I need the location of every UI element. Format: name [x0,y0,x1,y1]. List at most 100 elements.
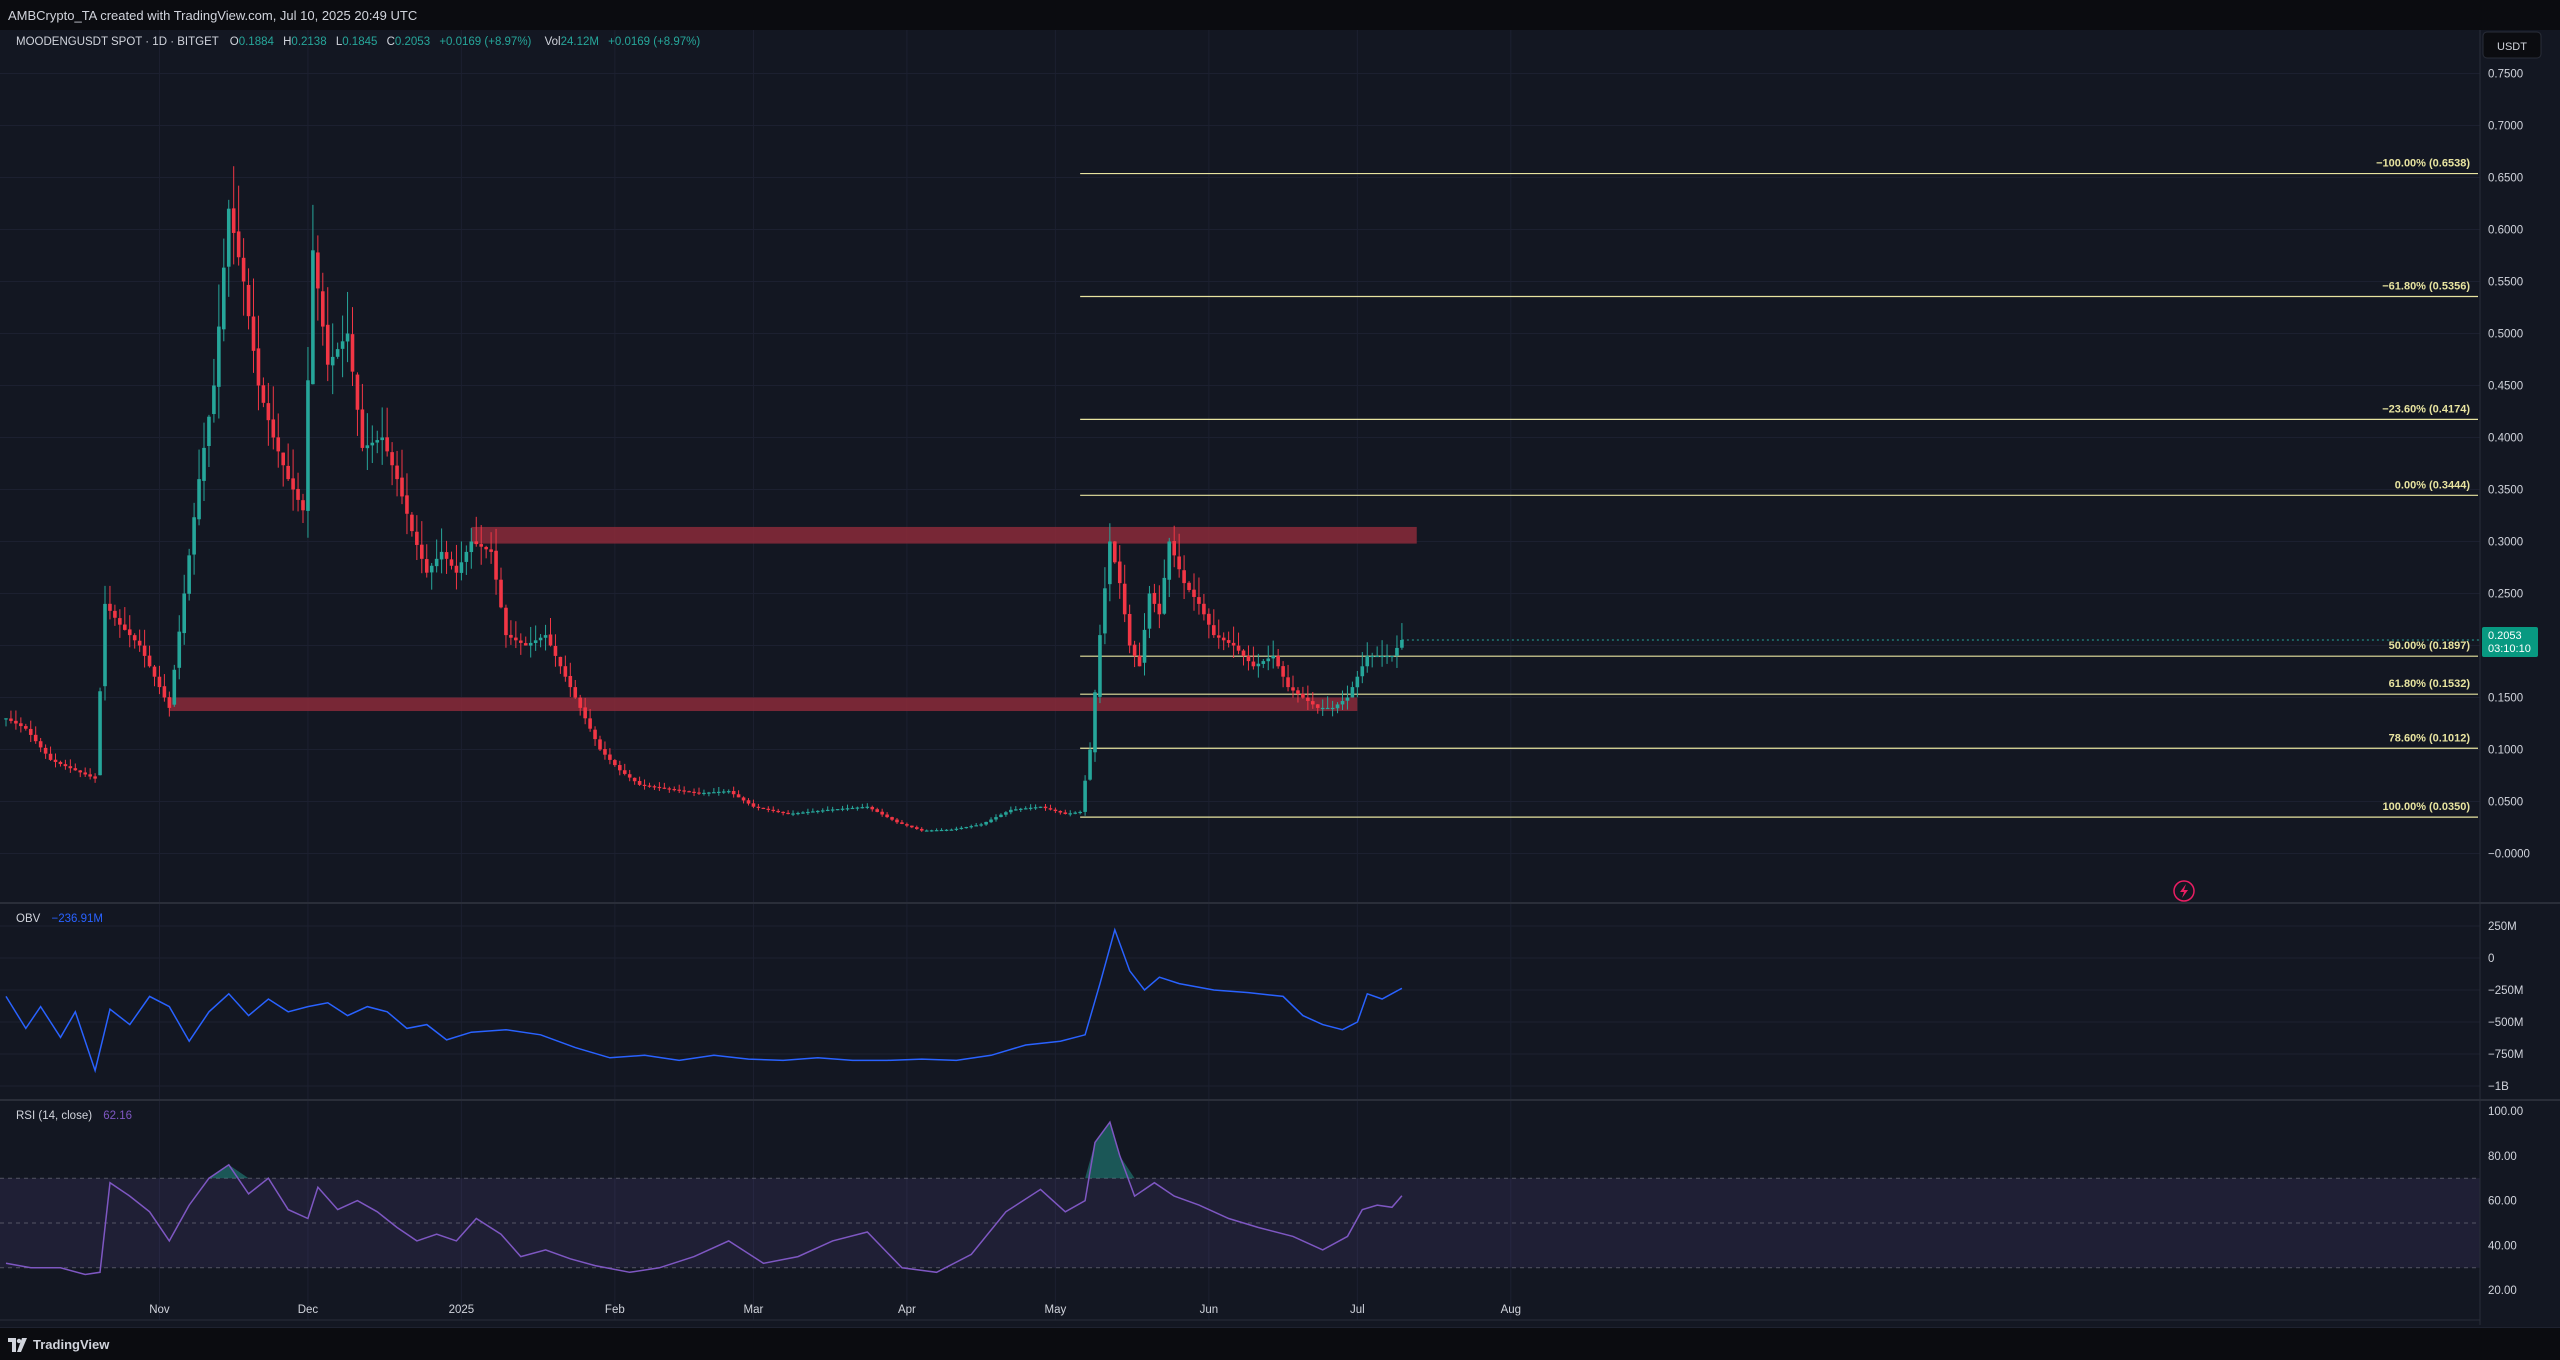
candle-body [449,559,454,566]
candle [627,769,632,782]
candle [548,617,553,647]
candle [702,789,706,796]
y-tick-label: 0.6000 [2488,225,2523,237]
candle [741,796,746,804]
candle-body [1023,808,1028,810]
candle [959,826,964,830]
candle-body [865,806,870,808]
candle [568,662,573,697]
candle [573,679,578,699]
candle [1236,632,1241,655]
candle-body [424,559,429,573]
candle-body [127,629,132,636]
candle [83,767,87,777]
candle-body [741,797,746,801]
candle [335,342,340,359]
candle-body [370,442,375,446]
candle-body [533,640,538,643]
candle-body [1182,570,1186,584]
candle-body [88,774,92,777]
candle [1048,804,1053,811]
candle-body [1271,655,1275,659]
candle [1385,644,1389,664]
fib-label: 50.00% (0.1897) [2389,640,2471,652]
candle-body [919,828,924,831]
candle-body [959,827,964,830]
candle-body [1157,603,1162,615]
lightning-icon[interactable] [2173,880,2195,902]
x-tick-label: May [1045,1304,1067,1316]
candle-body [1018,808,1023,810]
candle-body [519,640,523,643]
candle [875,807,879,813]
trading-chart[interactable]: −100.00% (0.6538) −61.80% (0.5356) −23.60%… [0,30,2560,1327]
candle-body [1078,811,1082,814]
candle [533,625,538,651]
candle [1147,585,1152,639]
y-tick-label: 0.6500 [2488,173,2523,185]
candle-body [9,718,13,721]
legend-volume: 24.12M [561,36,599,48]
candle [1127,604,1132,654]
y-tick-label: 0.7500 [2488,69,2523,81]
candle [776,808,780,814]
candle [286,443,290,482]
candle-body [830,809,835,811]
candle-body [380,437,384,441]
legend-low: 0.1845 [342,36,377,48]
candle [231,166,236,265]
candle-body [608,754,612,760]
candle-body [984,821,988,825]
y-tick-label: 0.5500 [2488,277,2523,289]
candle-body [113,610,117,618]
candle [212,358,216,423]
candle-body [895,819,899,823]
candle [1033,804,1038,810]
candle-body [840,808,845,810]
candle-body [182,593,186,634]
candle [172,664,177,707]
candle [514,621,518,649]
candle-body [1241,650,1246,656]
candle [1400,623,1404,650]
candle [311,204,315,385]
price-tag: 0.2053 03:10:10 [2482,626,2538,657]
axis-labels: Nov Dec 2025 Feb Mar Apr May Jun Jul Aug 0.7500 0.7… [149,69,2530,1317]
candle-body [1251,661,1256,667]
candle [543,624,548,651]
candle [182,574,186,645]
obv-tick-label: −1B [2488,1081,2509,1093]
candle [217,284,221,419]
candle [1053,807,1058,814]
candle-body [73,768,78,771]
candle [301,493,305,524]
candle-body [1385,655,1389,658]
candle-body [1004,812,1008,815]
candle-body [454,565,459,573]
candle-body [954,828,959,830]
candle [127,615,132,648]
candle-body [538,637,543,641]
candle [1241,649,1246,666]
candle-body [226,208,231,267]
candle-body [1246,655,1251,662]
candle-body [1073,812,1077,814]
candle-body [1108,541,1112,585]
candle [900,819,904,825]
candle [236,185,241,266]
candle [588,708,592,732]
x-tick-label: Jul [1350,1304,1365,1316]
candle-body [781,811,785,814]
candle [1330,700,1335,717]
candle [811,808,815,813]
candle-body [514,637,518,641]
y-tick-label: 0.4500 [2488,381,2523,393]
candle-body [682,790,686,792]
candle-body [1355,676,1360,688]
currency-button[interactable]: USDT [2482,31,2542,59]
candle [142,629,147,668]
candle [261,377,266,408]
candle [1009,806,1013,815]
top-bar: AMBCrypto_TA created with TradingView.co… [0,0,2560,31]
candle [410,512,414,537]
